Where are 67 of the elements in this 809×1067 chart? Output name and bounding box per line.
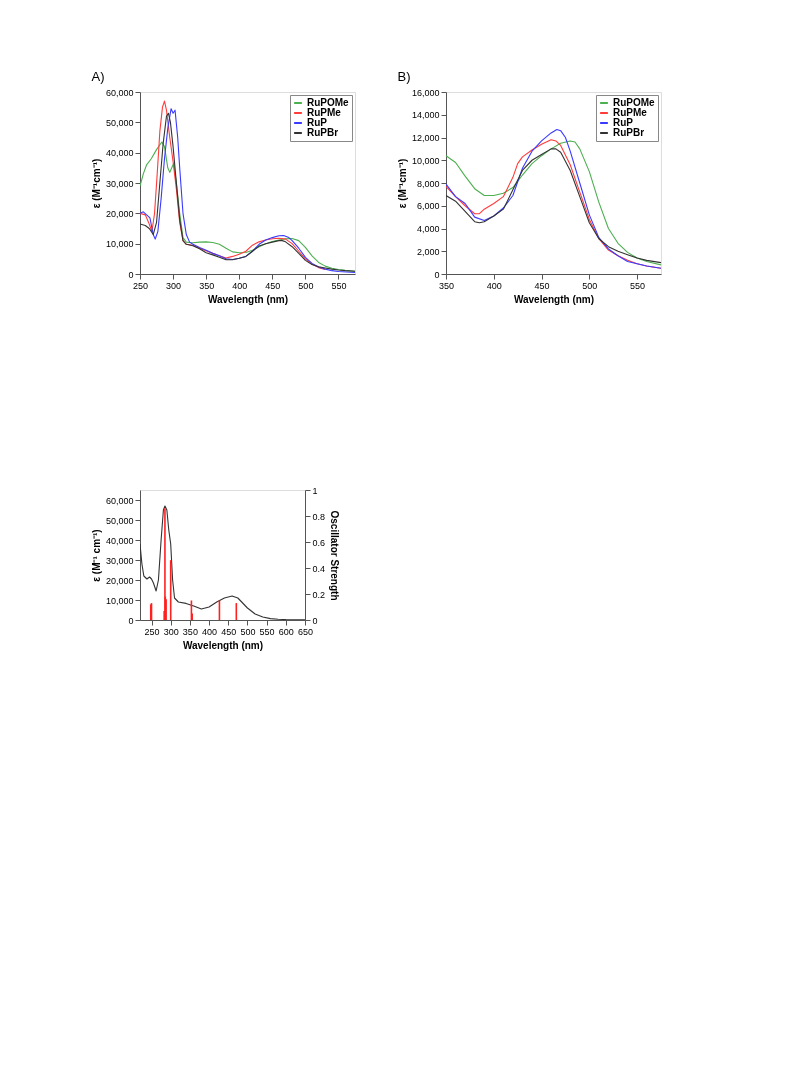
y-tick-label: 50,000	[105, 117, 134, 128]
y-tick-label: 14,000	[411, 110, 440, 121]
y-tick-label: 0	[128, 615, 134, 626]
y-tick-label: 6,000	[416, 201, 440, 212]
x-tick-label: 500	[240, 626, 256, 637]
legend-label: RuPMe	[613, 107, 648, 118]
y-axis-title: ε (M⁻¹cm⁻¹)	[396, 158, 408, 209]
y-tick-label: 10,000	[411, 155, 440, 166]
x-tick-label: 400	[486, 280, 502, 291]
y-tick-label: 12,000	[411, 133, 440, 143]
chart-title: A)	[91, 69, 105, 84]
y-tick-label: 10,000	[105, 239, 134, 250]
x-tick-label: 550	[259, 626, 275, 637]
x-tick-label: 350	[438, 280, 455, 291]
x-tick-label: 650	[297, 626, 314, 637]
x-tick-label: 300	[163, 626, 179, 637]
legend-label: RuPBr	[613, 127, 645, 138]
x-tick-label: 250	[144, 626, 160, 637]
y2-tick-label: 0.4	[312, 563, 326, 574]
y2-tick-label: 1	[312, 485, 318, 496]
x-tick-label: 450	[221, 626, 237, 637]
x-axis-title: Wavelength (nm)	[207, 293, 289, 305]
y-tick-label: 16,000	[411, 87, 440, 98]
y-tick-label: 2,000	[416, 246, 440, 257]
y-tick-label: 60,000	[105, 495, 134, 506]
y2-tick-label: 0.2	[312, 589, 326, 600]
x-tick-label: 350	[199, 280, 215, 291]
legend-label: RuP	[307, 117, 328, 128]
y-tick-label: 40,000	[105, 535, 134, 546]
y-tick-label: 30,000	[105, 555, 134, 566]
x-tick-label: 400	[202, 626, 218, 637]
x-tick-label: 450	[534, 280, 550, 291]
x-axis-title: Wavelength (nm)	[513, 293, 595, 305]
x-tick-label: 350	[182, 626, 198, 637]
x-tick-label: 600	[278, 626, 294, 637]
y-tick-label: 8,000	[416, 178, 440, 189]
y-axis-title: ε (M⁻¹ cm⁻¹)	[90, 529, 102, 582]
y2-axis-title: Oscillator Strength	[329, 510, 341, 601]
y-tick-label: 10,000	[105, 595, 134, 606]
chart-title: B)	[397, 69, 411, 84]
y2-tick-label: 0.6	[312, 537, 326, 548]
x-tick-label: 500	[298, 280, 314, 291]
legend-label: RuPMe	[307, 107, 342, 118]
y-tick-label: 0	[434, 269, 440, 280]
legend-label: RuPOMe	[613, 97, 656, 108]
x-tick-label: 450	[265, 280, 281, 291]
x-tick-label: 550	[331, 280, 347, 291]
y-tick-label: 0	[128, 269, 134, 280]
y-tick-label: 60,000	[105, 87, 134, 98]
x-axis-title: Wavelength (nm)	[182, 639, 264, 651]
y-tick-label: 30,000	[105, 178, 134, 189]
y-tick-label: 20,000	[105, 208, 134, 219]
x-tick-label: 300	[166, 280, 182, 291]
y-tick-label: 50,000	[105, 515, 134, 526]
y-tick-label: 4,000	[416, 224, 440, 234]
x-tick-label: 500	[582, 280, 598, 291]
x-tick-label: 400	[232, 280, 248, 291]
legend-label: RuPBr	[307, 127, 339, 138]
y-tick-label: 20,000	[105, 575, 134, 586]
legend-label: RuPOMe	[307, 97, 350, 108]
x-tick-label: 550	[630, 280, 646, 291]
legend-label: RuP	[613, 117, 634, 128]
y-axis-title: ε (M⁻¹cm⁻¹)	[90, 158, 102, 209]
x-tick-label: 250	[132, 280, 149, 291]
y-tick-label: 40,000	[105, 148, 134, 159]
y2-tick-label: 0	[312, 615, 318, 626]
y2-tick-label: 0.8	[312, 511, 326, 522]
